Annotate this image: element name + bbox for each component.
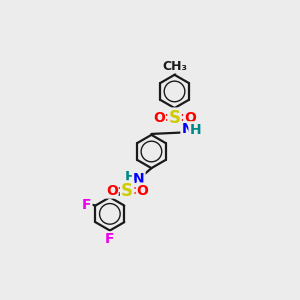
Text: O: O bbox=[106, 184, 118, 197]
Text: O: O bbox=[153, 111, 165, 125]
Text: F: F bbox=[105, 232, 115, 246]
Text: N: N bbox=[133, 172, 145, 185]
Text: S: S bbox=[121, 182, 133, 200]
Text: F: F bbox=[82, 198, 92, 212]
Text: CH₃: CH₃ bbox=[162, 59, 187, 73]
Text: O: O bbox=[184, 111, 196, 125]
Text: H: H bbox=[125, 170, 136, 184]
Text: O: O bbox=[137, 184, 148, 197]
Text: S: S bbox=[169, 109, 181, 127]
Text: N: N bbox=[182, 122, 193, 136]
Text: H: H bbox=[190, 124, 201, 137]
